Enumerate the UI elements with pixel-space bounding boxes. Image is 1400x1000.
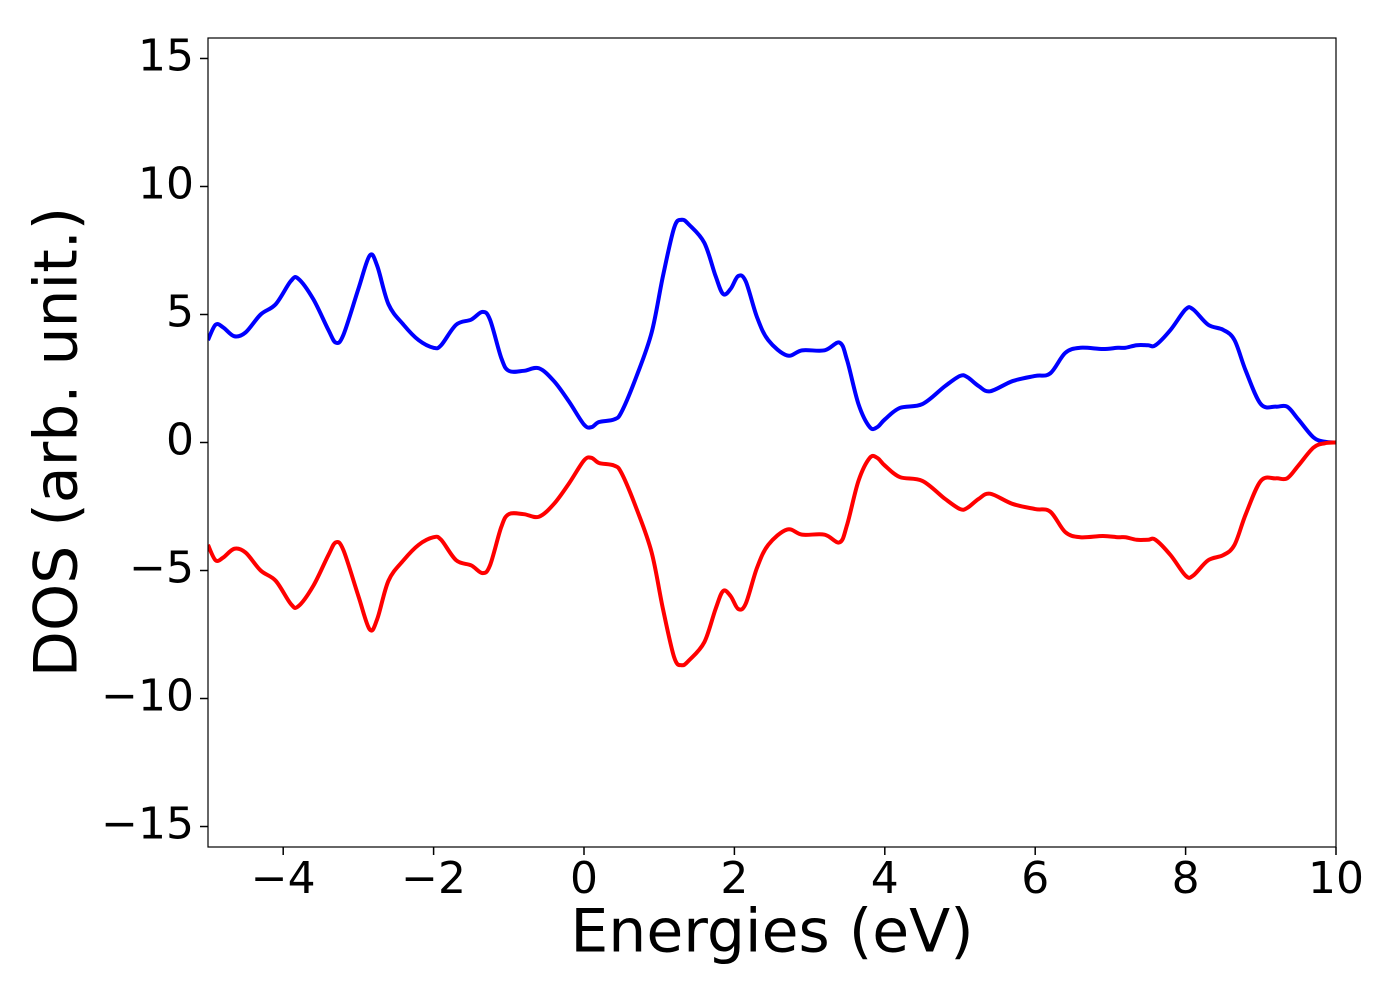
y-axis-label: DOS (arb. unit.) <box>22 207 92 677</box>
x-tick-label: −4 <box>251 853 316 904</box>
line <box>208 440 1336 668</box>
y-tick-label: 0 <box>166 415 194 466</box>
x-tick-label: 6 <box>1021 853 1049 904</box>
line <box>208 217 1336 445</box>
y-tick-label: 5 <box>166 286 194 337</box>
y-tick-label: 15 <box>138 30 194 81</box>
y-tick-label: −10 <box>101 671 194 722</box>
x-tick-label: 2 <box>720 853 748 904</box>
x-tick-label: 0 <box>570 853 598 904</box>
y-tick-label: −5 <box>129 543 194 594</box>
y-tick-label: 10 <box>138 158 194 209</box>
x-tick-label: 8 <box>1172 853 1200 904</box>
x-tick-label: 4 <box>871 853 899 904</box>
plot-frame <box>207 37 1337 848</box>
y-tick-label: −15 <box>101 799 194 850</box>
x-axis-label: Energies (eV) <box>570 897 973 967</box>
x-tick-label: 10 <box>1308 853 1364 904</box>
x-tick-label: −2 <box>401 853 466 904</box>
